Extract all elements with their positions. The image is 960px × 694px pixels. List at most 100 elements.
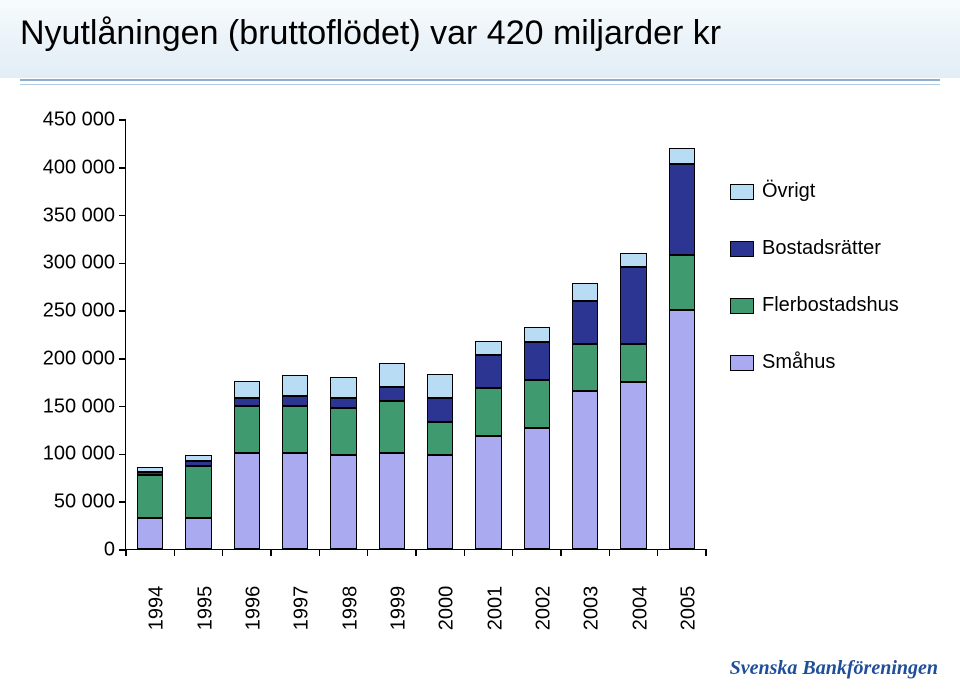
legend-swatch [730, 241, 754, 257]
x-axis-label: 1998 [339, 586, 362, 631]
legend-swatch [730, 184, 754, 200]
bar-segment-bostad [379, 387, 406, 401]
x-tick [705, 549, 707, 556]
y-axis-label: 0 [15, 539, 115, 562]
y-tick [119, 215, 126, 217]
x-axis-label: 2004 [629, 586, 652, 631]
y-tick [119, 119, 126, 121]
bar-segment-ovrigt [234, 381, 261, 398]
x-tick [222, 549, 224, 556]
bar-segment-smahus [669, 310, 696, 549]
legend-item-ovrigt: Övrigt [730, 180, 920, 203]
bar-segment-bostad [234, 398, 261, 406]
bar-segment-ovrigt [620, 253, 647, 267]
bar-segment-bostad [620, 267, 647, 343]
bar-segment-ovrigt [379, 363, 406, 387]
legend-item-smahus: Småhus [730, 351, 920, 374]
bar-segment-ovrigt [572, 283, 599, 300]
y-axis-label: 100 000 [15, 443, 115, 466]
x-tick [609, 549, 611, 556]
legend-swatch [730, 298, 754, 314]
bar-segment-smahus [379, 453, 406, 549]
x-axis-label: 1994 [146, 586, 169, 631]
legend: Övrigt Bostadsrätter Flerbostadshus Småhus [730, 180, 920, 408]
y-axis-label: 50 000 [15, 491, 115, 514]
bar-segment-flerbost [427, 422, 454, 455]
bar-segment-ovrigt [185, 455, 212, 461]
bar-segment-flerbost [669, 255, 696, 310]
bar-segment-smahus [524, 428, 551, 549]
bar-segment-ovrigt [282, 375, 309, 396]
y-tick [119, 167, 126, 169]
y-axis-label: 450 000 [15, 109, 115, 132]
bar-segment-bostad [572, 301, 599, 344]
y-tick [119, 358, 126, 360]
bar-segment-bostad [282, 396, 309, 406]
x-tick [657, 549, 659, 556]
page-title: Nyutlåningen (bruttoflödet) var 420 milj… [20, 14, 721, 53]
bar-segment-flerbost [620, 344, 647, 382]
legend-label: Övrigt [762, 180, 815, 203]
chart: 050 000100 000150 000200 000250 000300 0… [30, 120, 930, 630]
x-tick [270, 549, 272, 556]
y-axis-label: 350 000 [15, 204, 115, 227]
bar-segment-ovrigt [330, 377, 357, 398]
plot-area [125, 120, 705, 550]
x-tick [319, 549, 321, 556]
bar-segment-bostad [427, 398, 454, 422]
x-axis-label: 2003 [581, 586, 604, 631]
title-rule-thin [20, 84, 940, 85]
x-axis-label: 1995 [194, 586, 217, 631]
x-tick [560, 549, 562, 556]
x-axis-label: 2000 [436, 586, 459, 631]
bar-segment-ovrigt [137, 467, 164, 472]
slide: Nyutlåningen (bruttoflödet) var 420 milj… [0, 0, 960, 694]
bar-segment-flerbost [524, 380, 551, 428]
x-tick [174, 549, 176, 556]
bar-segment-bostad [475, 355, 502, 388]
bar-segment-ovrigt [427, 374, 454, 398]
title-rule [20, 79, 940, 81]
bar-segment-flerbost [379, 401, 406, 454]
legend-swatch [730, 355, 754, 371]
x-axis-label: 2001 [484, 586, 507, 631]
x-axis-labels: 1994199519961997199819992000200120022003… [125, 560, 705, 620]
legend-label: Flerbostadshus [762, 294, 899, 317]
bar-segment-bostad [137, 472, 164, 476]
legend-label: Bostadsrätter [762, 237, 881, 260]
x-axis-label: 2005 [677, 586, 700, 631]
y-tick [119, 310, 126, 312]
bar-segment-bostad [669, 164, 696, 255]
bar-segment-bostad [185, 461, 212, 466]
bar-segment-smahus [572, 391, 599, 549]
y-tick [119, 501, 126, 503]
y-axis-label: 150 000 [15, 395, 115, 418]
x-tick [512, 549, 514, 556]
x-tick [367, 549, 369, 556]
bar-segment-bostad [524, 342, 551, 380]
x-axis-label: 1999 [387, 586, 410, 631]
y-tick [119, 263, 126, 265]
legend-item-flerbost: Flerbostadshus [730, 294, 920, 317]
bar-segment-smahus [330, 455, 357, 549]
bar-segment-ovrigt [524, 327, 551, 341]
bar-segment-flerbost [572, 344, 599, 392]
x-axis-label: 1997 [291, 586, 314, 631]
x-tick [464, 549, 466, 556]
bar-segment-flerbost [234, 406, 261, 454]
x-axis-label: 2002 [532, 586, 555, 631]
y-axis-label: 300 000 [15, 252, 115, 275]
bar-segment-flerbost [475, 388, 502, 436]
bar-segment-smahus [427, 455, 454, 549]
bar-segment-smahus [234, 453, 261, 549]
y-axis-label: 400 000 [15, 156, 115, 179]
bar-segment-smahus [475, 436, 502, 549]
x-tick [125, 549, 127, 556]
bar-segment-ovrigt [475, 341, 502, 355]
bar-segment-bostad [330, 398, 357, 408]
bar-segment-flerbost [137, 475, 164, 518]
y-axis-label: 250 000 [15, 300, 115, 323]
x-tick [415, 549, 417, 556]
bar-segment-flerbost [185, 466, 212, 519]
bar-segment-smahus [282, 453, 309, 549]
